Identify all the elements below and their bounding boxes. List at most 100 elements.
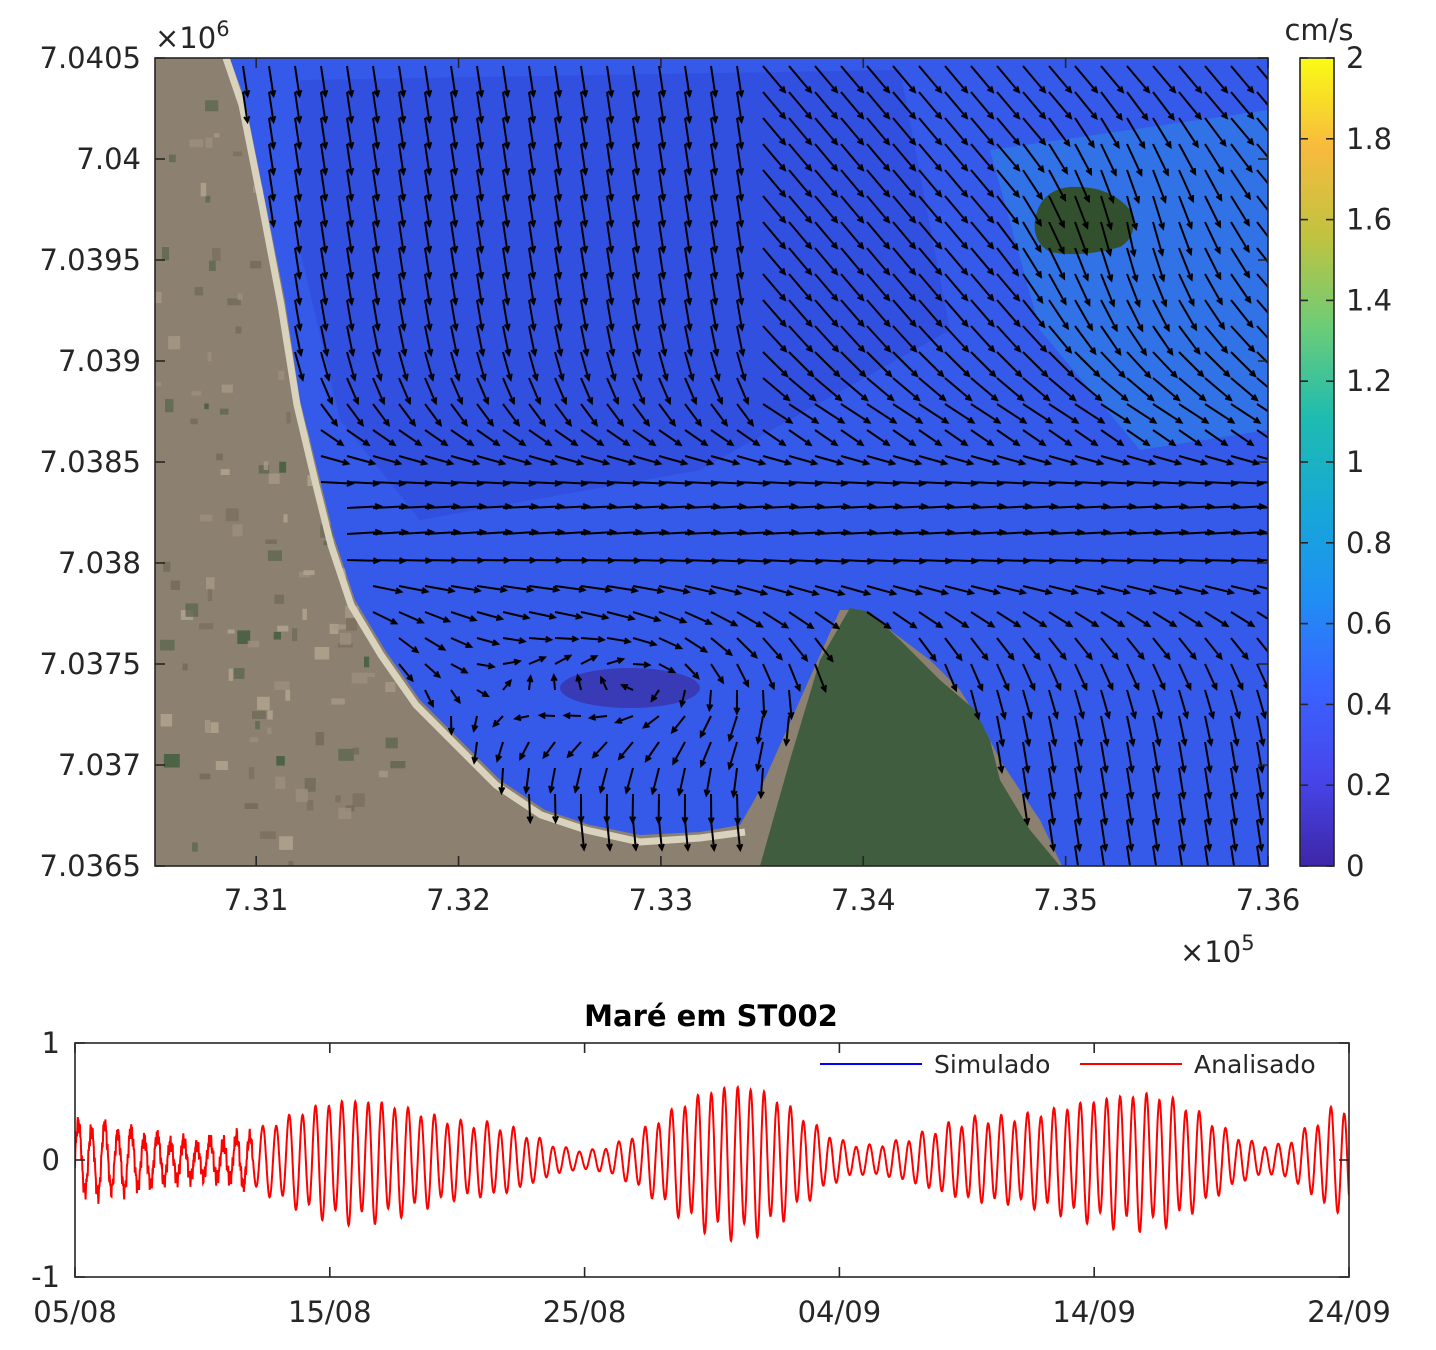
current-arrow [498,767,506,796]
current-arrow [672,741,686,766]
current-arrow [944,637,963,662]
current-arrow [372,611,399,625]
current-arrow [840,455,871,466]
current-arrow [554,585,587,593]
current-arrow [944,663,958,693]
current-arrow [528,195,537,229]
current-arrow [1022,325,1048,353]
current-arrow [736,663,750,688]
current-arrow [918,65,943,94]
current-arrow [996,351,1023,378]
current-arrow [502,679,513,691]
current-arrow [1152,793,1161,827]
current-arrow [554,403,573,427]
current-arrow [658,221,667,255]
current-arrow [788,247,813,276]
current-arrow [892,585,924,596]
land-pixel [216,453,223,461]
current-arrow [542,741,556,760]
current-arrow [1152,663,1166,691]
current-arrow [658,273,667,306]
current-arrow [632,195,641,229]
current-arrow [294,221,303,255]
current-arrow [1074,117,1095,149]
current-arrow [1126,767,1135,800]
current-arrow [1074,637,1093,661]
current-arrow [727,741,738,771]
current-arrow [554,429,579,447]
current-arrow [788,585,820,597]
current-arrow [1022,637,1041,661]
current-arrow [450,221,459,255]
current-arrow [866,143,891,172]
current-arrow [372,299,381,332]
current-arrow [502,273,511,306]
current-arrow [424,637,447,651]
current-arrow [294,169,303,203]
current-arrow [1178,455,1209,466]
current-arrow [1256,299,1268,315]
current-arrow [840,273,865,302]
current-arrow [1152,299,1170,333]
current-arrow [1204,377,1233,402]
current-arrow [1022,741,1031,774]
current-arrow [1126,377,1155,402]
current-arrow [1022,351,1049,378]
current-arrow [996,611,1022,628]
current-arrow [1256,403,1268,413]
current-arrow [762,611,790,629]
current-arrow [502,325,512,358]
current-arrow [918,91,943,120]
current-arrow [970,195,995,224]
current-arrow [450,273,459,306]
current-arrow [684,325,694,358]
current-arrow [1204,247,1222,281]
current-arrow [1022,403,1054,424]
current-arrow [476,247,485,281]
current-arrow [710,169,719,203]
current-arrow [476,325,486,358]
current-arrow [658,403,677,427]
current-arrow [970,273,995,302]
current-arrow [1256,455,1268,461]
current-arrow [1178,663,1192,691]
current-arrow [606,403,625,427]
current-arrow [1100,91,1123,121]
current-arrow [996,689,1007,721]
current-arrow [658,195,667,229]
current-arrow [346,117,355,151]
current-arrow [1100,403,1132,424]
current-arrow [1204,845,1210,866]
land-pixel [257,696,270,710]
map-x-axis: 7.31 7.32 7.33 7.34 7.35 7.36 [224,58,1300,917]
current-arrow [684,169,693,203]
current-arrow [294,143,303,177]
current-arrow [580,65,589,99]
current-arrow [372,377,386,406]
current-arrow [372,169,381,203]
current-arrow [670,715,686,735]
current-arrow [944,117,969,146]
land-pixel [220,469,230,475]
current-arrow [1048,221,1065,255]
current-arrow [788,611,815,630]
current-arrow [944,403,976,424]
land-pixel [210,722,219,733]
current-arrow [762,143,787,172]
current-arrow [814,299,839,328]
current-arrow [346,247,355,281]
current-arrow [736,429,761,447]
map-y-tick-label: 7.0375 [40,647,141,681]
land-pixel [215,761,228,770]
current-arrow [684,143,693,177]
current-arrow [1230,611,1256,628]
current-arrow [268,143,277,177]
current-arrow [727,715,738,743]
current-arrow [1074,169,1090,204]
current-arrow [684,429,709,447]
current-arrow [1126,637,1145,661]
current-arrow [996,663,1010,692]
current-arrow [537,712,556,720]
current-arrow [892,117,917,146]
current-arrow [580,655,599,665]
